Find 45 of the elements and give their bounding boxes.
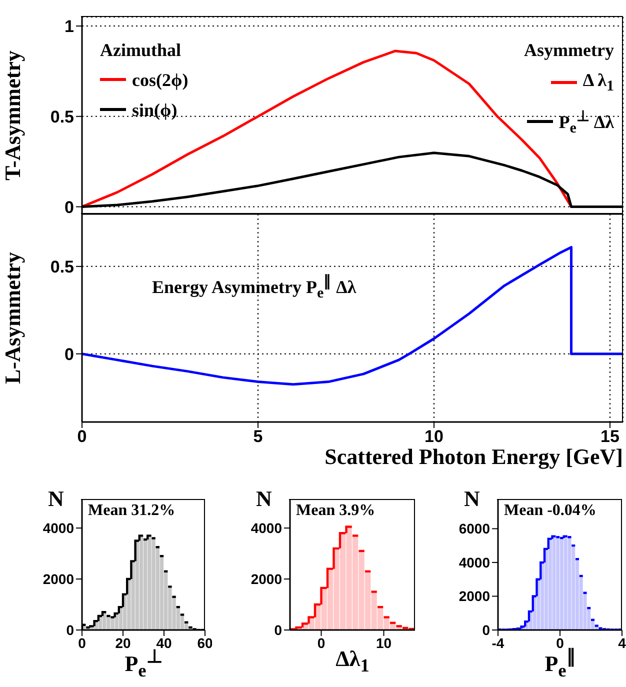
annotation: Energy Asymmetry P$_{e}$$^{∥}$ Δλ bbox=[152, 274, 356, 302]
y-tick-label: 0 bbox=[66, 622, 74, 638]
y-tick-label: 1 bbox=[64, 17, 74, 36]
x-tick-label: 60 bbox=[197, 634, 213, 651]
y-tick-label: 0 bbox=[274, 622, 282, 638]
x-tick-label: -4 bbox=[492, 634, 504, 651]
x-tick-label: 5 bbox=[253, 427, 263, 446]
y-tick-label: 6000 bbox=[458, 520, 490, 537]
annotation: Δ λ$_{1}$ bbox=[582, 69, 614, 97]
y-tick-label: 0.5 bbox=[50, 257, 74, 276]
annotation: Mean 3.9% bbox=[296, 502, 376, 519]
legend-label: sin(ϕ) bbox=[132, 99, 178, 122]
y-tick-label: 0.5 bbox=[50, 107, 74, 126]
x-tick-label: 0 bbox=[317, 634, 326, 651]
x-tick-label: 4 bbox=[618, 634, 626, 651]
y-axis-title: N bbox=[256, 486, 272, 511]
annotation: Asymmetry bbox=[524, 39, 614, 62]
y-axis-title: T-Asymmetry bbox=[0, 50, 25, 180]
x-axis-title: Scattered Photon Energy [GeV] bbox=[324, 444, 623, 469]
x-tick-label: 10 bbox=[376, 634, 392, 651]
x-tick-label: 0 bbox=[78, 634, 86, 651]
y-tick-label: 0 bbox=[64, 344, 74, 364]
legend-title: Azimuthal bbox=[100, 39, 182, 62]
x-tick-label: 15 bbox=[600, 427, 620, 446]
y-axis-title: L-Asymmetry bbox=[0, 252, 25, 384]
y-tick-label: 4000 bbox=[42, 520, 74, 536]
y-axis-title: N bbox=[48, 486, 64, 511]
x-tick-label: 10 bbox=[424, 427, 444, 446]
y-tick-label: 2000 bbox=[250, 570, 282, 587]
annotation: P$_{e}$$^{⊥}$ Δλ bbox=[558, 108, 614, 138]
y-tick-label: 0 bbox=[64, 198, 74, 217]
x-axis-title: Δλ$_{1}$ bbox=[336, 646, 370, 676]
x-tick-label: 40 bbox=[156, 634, 172, 651]
y-tick-label: 2000 bbox=[458, 588, 490, 604]
y-tick-label: 4000 bbox=[458, 554, 490, 570]
annotation: Mean 31.2% bbox=[88, 502, 176, 519]
y-tick-label: 4000 bbox=[250, 520, 282, 536]
legend-label: cos(2ϕ) bbox=[132, 69, 188, 92]
x-tick-label: 0 bbox=[556, 634, 564, 651]
x-tick-label: 0 bbox=[77, 427, 87, 446]
y-tick-label: 2000 bbox=[42, 570, 74, 587]
x-tick-label: 20 bbox=[115, 634, 131, 651]
y-tick-label: 0 bbox=[482, 622, 490, 638]
y-axis-title: N bbox=[464, 486, 480, 511]
annotation: Mean -0.04% bbox=[504, 502, 596, 519]
